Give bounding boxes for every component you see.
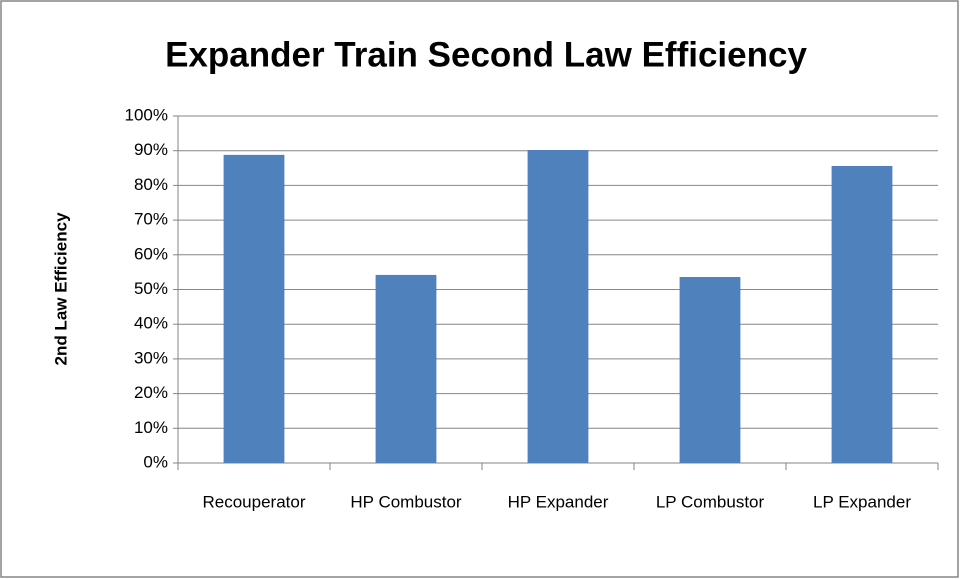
chart-title: Expander Train Second Law Efficiency [165, 35, 807, 74]
x-tick-label: Recouperator [202, 492, 305, 511]
x-tick-label: HP Combustor [350, 492, 462, 511]
x-tick-label: LP Expander [813, 492, 911, 511]
bar [375, 274, 437, 463]
y-tick-label: 70% [134, 210, 168, 229]
y-tick-label: 100% [125, 105, 168, 124]
x-tick-label: HP Expander [508, 492, 609, 511]
bar [527, 150, 589, 464]
y-tick-label: 50% [134, 279, 168, 298]
y-tick-label: 10% [134, 418, 168, 437]
bar [223, 154, 285, 463]
bar [831, 165, 893, 463]
y-tick-label: 0% [143, 452, 168, 471]
bar [679, 277, 741, 463]
y-tick-label: 20% [134, 383, 168, 402]
y-tick-label: 60% [134, 244, 168, 263]
x-tick-label: LP Combustor [656, 492, 765, 511]
y-tick-label: 90% [134, 140, 168, 159]
y-tick-label: 80% [134, 175, 168, 194]
y-axis-label: 2nd Law Efficiency [51, 212, 70, 366]
y-tick-label: 30% [134, 348, 168, 367]
y-tick-label: 40% [134, 314, 168, 333]
